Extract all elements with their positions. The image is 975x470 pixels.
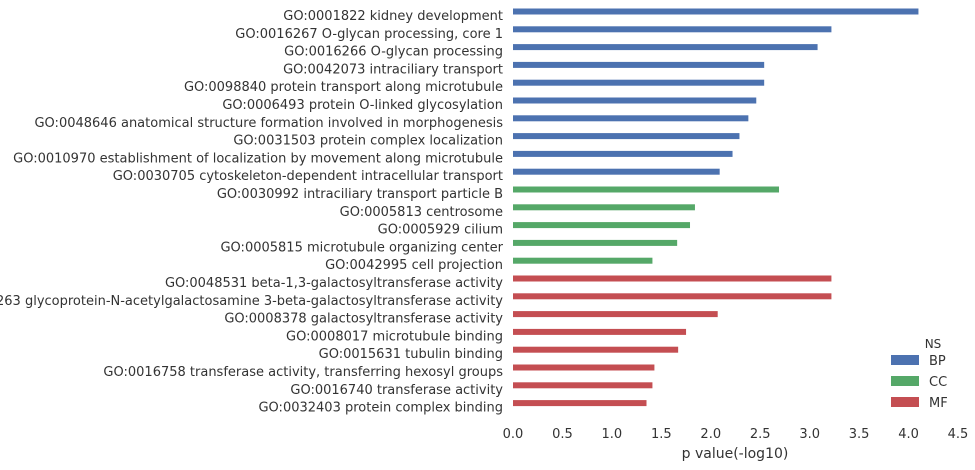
- bar-bp: [513, 115, 749, 122]
- bar-bp: [513, 133, 740, 140]
- x-tick-label: 3.5: [849, 427, 870, 442]
- bar-mf: [513, 364, 655, 371]
- bar-cc: [513, 222, 691, 229]
- x-tick-label: 0.0: [503, 427, 524, 442]
- x-tick-label: 2.0: [700, 427, 721, 442]
- bar-bp: [513, 97, 757, 104]
- category-label: GO:0006493 protein O-linked glycosylatio…: [222, 98, 503, 113]
- category-label: GO:0005815 microtubule organizing center: [220, 240, 503, 255]
- legend-title: NS: [925, 337, 942, 351]
- category-label: GO:0031503 protein complex localization: [233, 134, 503, 149]
- bar-bp: [513, 44, 818, 51]
- bar-mf: [513, 382, 653, 389]
- bar-cc: [513, 257, 653, 264]
- category-label: GO:0048531 beta-1,3-galactosyltransferas…: [165, 276, 503, 291]
- category-label: GO:0030705 cytoskeleton-dependent intrac…: [113, 169, 503, 184]
- x-tick-label: 4.5: [948, 427, 969, 442]
- bar-bp: [513, 150, 733, 157]
- legend-swatch-bp: [891, 355, 919, 365]
- bar-cc: [513, 204, 695, 211]
- category-label: GO:0008017 microtubule binding: [286, 329, 503, 344]
- bar-cc: [513, 186, 780, 193]
- category-label: GO:0015631 tubulin binding: [319, 347, 503, 362]
- legend: NS BP CC MF: [891, 337, 948, 411]
- category-label: GO:0001822 kidney development: [283, 9, 503, 24]
- bar-bp: [513, 8, 919, 15]
- category-label: GO:0008378 galactosyltransferase activit…: [224, 312, 503, 327]
- category-label: GO:0016740 transferase activity: [290, 383, 503, 398]
- category-label: GO:0016263 glycoprotein-N-acetylgalactos…: [0, 294, 503, 309]
- category-label: GO:0016266 O-glycan processing: [284, 45, 503, 60]
- x-tick-label: 2.5: [750, 427, 771, 442]
- bar-mf: [513, 293, 832, 300]
- bar-mf: [513, 346, 679, 353]
- legend-swatch-mf: [891, 397, 919, 407]
- category-label: GO:0030992 intraciliary transport partic…: [217, 187, 503, 202]
- category-labels: GO:0001822 kidney development GO:0016267 …: [0, 9, 504, 416]
- legend-label-mf: MF: [929, 396, 948, 411]
- category-label: GO:0032403 protein complex binding: [258, 401, 503, 416]
- x-tick-label: 0.5: [552, 427, 573, 442]
- bar-bp: [513, 26, 832, 33]
- bar-cc: [513, 239, 678, 246]
- x-tick-label: 1.5: [651, 427, 672, 442]
- category-label: GO:0042073 intraciliary transport: [283, 62, 503, 77]
- x-tick-label: 1.0: [602, 427, 623, 442]
- bar-bp: [513, 79, 765, 86]
- bars: [513, 8, 919, 407]
- category-label: GO:0042995 cell projection: [325, 258, 503, 273]
- legend-label-cc: CC: [929, 375, 947, 390]
- bar-mf: [513, 275, 832, 282]
- category-label: GO:0016267 O-glycan processing, core 1: [235, 27, 503, 42]
- bar-bp: [513, 61, 765, 68]
- x-axis: 0.0 0.5 1.0 1.5 2.0 2.5 3.0 3.5 4.0 4.5: [503, 427, 969, 442]
- legend-label-bp: BP: [929, 354, 946, 369]
- x-tick-label: 4.0: [898, 427, 919, 442]
- bar-bp: [513, 168, 720, 175]
- category-label: GO:0010970 establishment of localization…: [13, 151, 503, 166]
- category-label: GO:0005929 cilium: [378, 223, 503, 238]
- x-axis-label: p value(-log10): [682, 446, 789, 462]
- category-label: GO:0048646 anatomical structure formatio…: [34, 116, 503, 131]
- legend-swatch-cc: [891, 376, 919, 386]
- bar-mf: [513, 328, 687, 335]
- category-label: GO:0016758 transferase activity, transfe…: [103, 365, 503, 380]
- category-label: GO:0005813 centrosome: [340, 205, 503, 220]
- category-label: GO:0098840 protein transport along micro…: [184, 80, 503, 95]
- bar-mf: [513, 400, 647, 407]
- x-tick-label: 3.0: [799, 427, 820, 442]
- bar-mf: [513, 311, 718, 318]
